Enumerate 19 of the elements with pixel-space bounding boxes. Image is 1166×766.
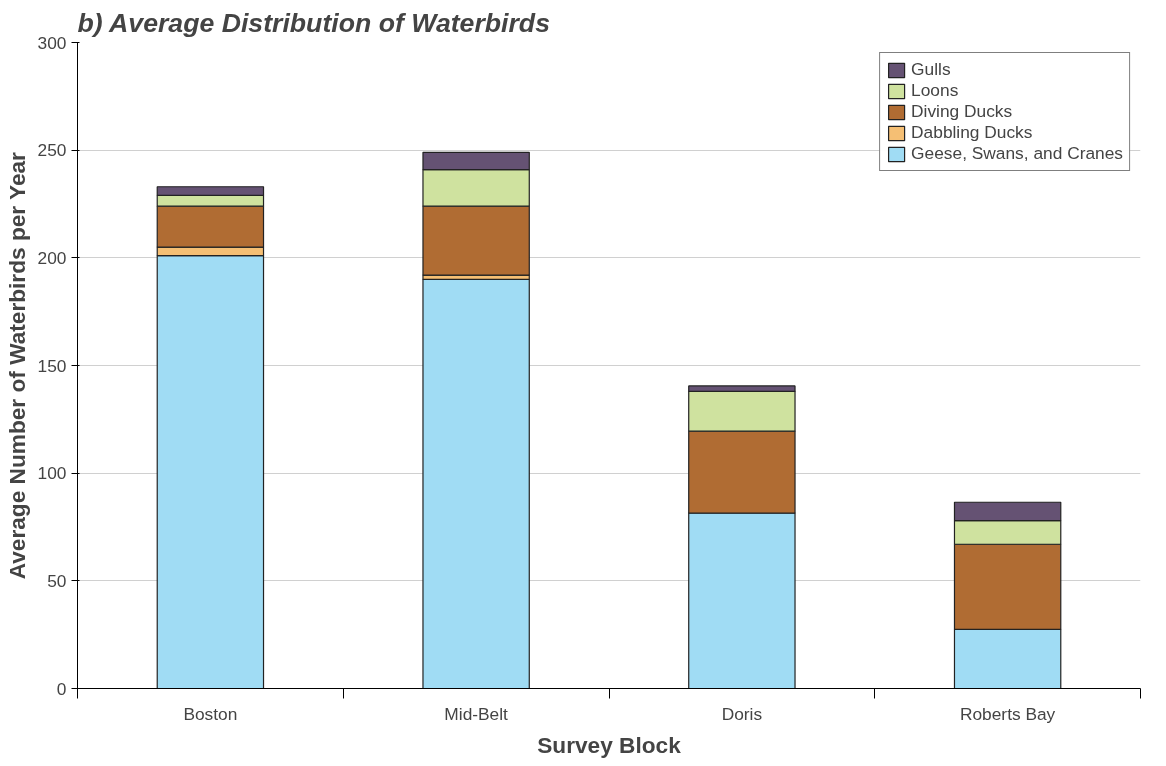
x-tick-label: Doris (721, 703, 763, 724)
y-tick-label: 150 (37, 355, 67, 376)
legend-label: Geese, Swans, and Cranes (911, 143, 1123, 164)
legend-label: Gulls (911, 59, 951, 80)
legend-label: Dabbling Ducks (911, 122, 1033, 143)
y-tick-label: 0 (56, 678, 67, 699)
legend-label: Loons (911, 80, 959, 101)
y-tick-label: 100 (37, 463, 67, 484)
y-tick-label: 50 (47, 570, 67, 591)
y-tick-label: 250 (37, 140, 67, 161)
y-axis-title: Average Number of Waterbirds per Year (3, 151, 30, 580)
x-tick-label: Roberts Bay (959, 703, 1056, 724)
x-axis-title: Survey Block (537, 731, 682, 758)
legend-label: Diving Ducks (911, 101, 1013, 122)
chart-title: b) Average Distribution of Waterbirds (77, 7, 550, 38)
x-tick-label: Boston (183, 703, 238, 724)
x-tick-label: Mid-Belt (444, 703, 509, 724)
y-tick-label: 300 (37, 32, 67, 53)
y-tick-label: 200 (37, 247, 67, 268)
